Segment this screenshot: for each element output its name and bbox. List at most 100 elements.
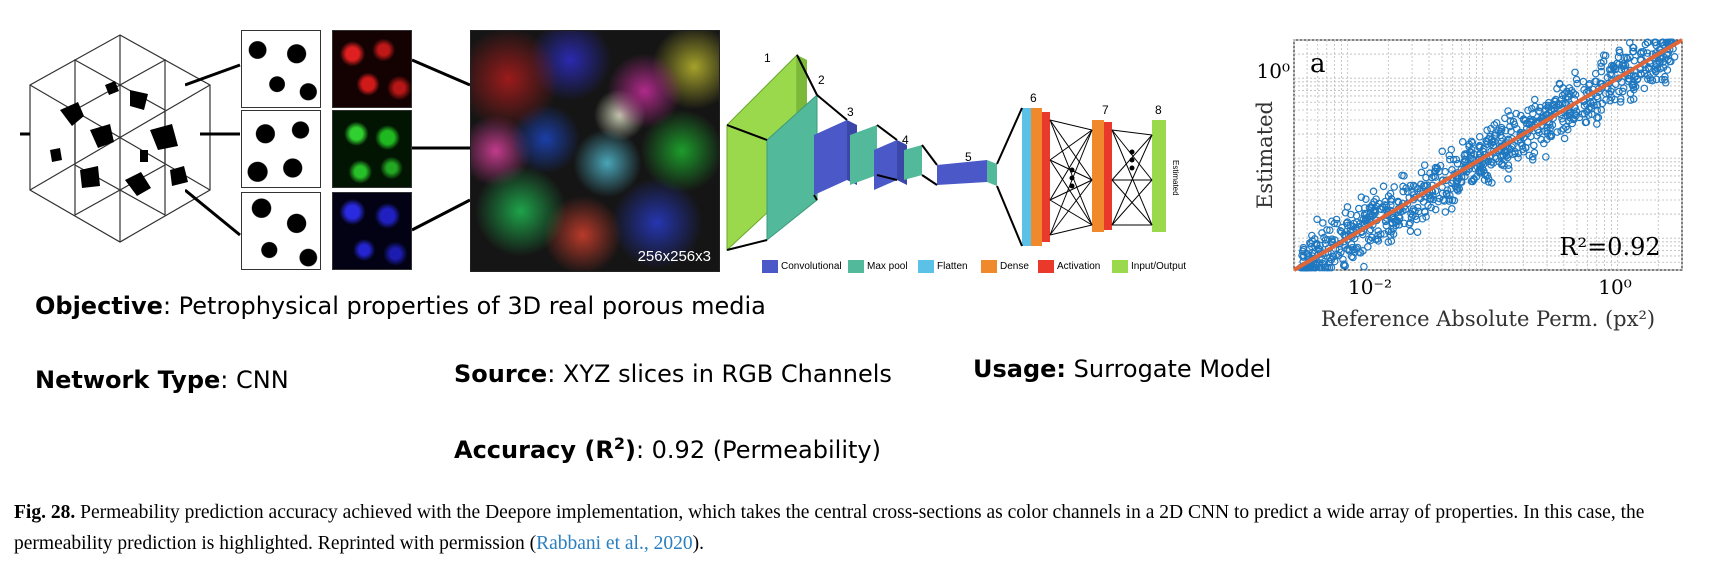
- data-point: [1543, 127, 1551, 135]
- data-point: [1352, 211, 1361, 220]
- permeability-scatter-chart: a R²=0.92 10⁰ 10⁻² 10⁰ Reference Absolut…: [1253, 38, 1684, 331]
- figure-caption: Fig. 28. Permeability prediction accurac…: [14, 497, 1704, 559]
- data-point: [1542, 153, 1550, 161]
- data-point: [1320, 257, 1329, 266]
- legend-item-activation: Activation: [1038, 260, 1100, 273]
- data-point: [1601, 51, 1610, 60]
- legend-item-input-output: Input/Output: [1112, 260, 1186, 273]
- data-point: [1425, 191, 1434, 200]
- data-point: [1629, 95, 1638, 103]
- usage-value: Surrogate Model: [1066, 355, 1272, 383]
- layer-number-4: 4: [902, 133, 909, 147]
- data-point: [1447, 145, 1456, 154]
- data-point: [1448, 205, 1456, 213]
- data-point: [1639, 47, 1648, 56]
- data-point: [1406, 218, 1414, 227]
- data-point: [1318, 229, 1326, 237]
- data-point: [1350, 219, 1358, 228]
- cube-slice-connectors: [185, 63, 241, 237]
- data-point: [1616, 95, 1625, 103]
- data-point: [1629, 47, 1637, 56]
- data-point: [1406, 181, 1415, 190]
- data-point: [1591, 69, 1600, 78]
- legend-item-dense: Dense: [981, 260, 1029, 273]
- data-point: [1580, 101, 1589, 110]
- data-point: [1376, 230, 1385, 238]
- data-point: [1651, 63, 1660, 71]
- data-point: [1364, 235, 1373, 244]
- data-point: [1505, 165, 1513, 173]
- data-point: [1346, 226, 1355, 235]
- source-label: Source: [454, 360, 548, 388]
- data-point: [1618, 87, 1627, 96]
- data-point: [1603, 73, 1612, 82]
- citation-link[interactable]: Rabbani et al., 2020: [536, 533, 693, 554]
- slice-rgb-connectors: [412, 58, 471, 232]
- data-point: [1615, 48, 1624, 57]
- data-point: [1440, 197, 1449, 205]
- legend-item-flatten: Flatten: [918, 260, 968, 273]
- data-point: [1338, 223, 1346, 232]
- data-point: [1504, 107, 1512, 115]
- accuracy-line: Accuracy (R2): 0.92 (Permeability): [454, 434, 881, 464]
- layer-number-2: 2: [818, 73, 825, 87]
- data-point: [1343, 203, 1352, 211]
- data-point: [1586, 98, 1595, 107]
- data-point: [1571, 68, 1579, 77]
- data-point: [1354, 204, 1363, 213]
- porous-cube-illustration: [20, 34, 211, 243]
- data-point: [1536, 108, 1544, 116]
- data-point: [1362, 195, 1370, 203]
- data-point: [1360, 262, 1368, 271]
- data-point: [1609, 64, 1618, 73]
- data-point: [1333, 219, 1342, 228]
- data-point: [1311, 260, 1320, 268]
- network-type-value: : CNN: [220, 366, 289, 394]
- data-point: [1365, 227, 1374, 235]
- data-point: [1497, 125, 1506, 134]
- data-point: [1320, 233, 1328, 242]
- data-point: [1561, 99, 1570, 107]
- data-point: [1476, 169, 1484, 177]
- data-point: [1441, 167, 1449, 176]
- accuracy-superscript: 2: [613, 434, 625, 453]
- data-point: [1643, 38, 1652, 47]
- data-point: [1475, 167, 1483, 176]
- objective-value: : Petrophysical properties of 3D real po…: [162, 292, 766, 320]
- data-point: [1370, 207, 1379, 216]
- data-point: [1484, 178, 1493, 186]
- data-point: [1325, 263, 1334, 272]
- data-point: [1453, 159, 1462, 168]
- data-point: [1450, 196, 1459, 205]
- data-point: [1670, 53, 1679, 61]
- data-point: [1627, 72, 1635, 80]
- data-point: [1607, 87, 1615, 96]
- data-point: [1422, 213, 1430, 221]
- data-point: [1659, 58, 1667, 66]
- data-point: [1332, 215, 1341, 224]
- layer-number-7: 7: [1102, 103, 1109, 117]
- data-point: [1490, 137, 1499, 146]
- data-point: [1436, 161, 1445, 170]
- source-line: Source: XYZ slices in RGB Channels: [454, 360, 892, 388]
- data-point: [1460, 157, 1468, 166]
- data-point: [1560, 134, 1569, 143]
- data-point: [1506, 122, 1514, 131]
- data-point: [1592, 77, 1600, 86]
- data-point: [1625, 38, 1634, 47]
- data-point: [1536, 103, 1544, 112]
- data-point: [1330, 219, 1339, 228]
- data-point: [1340, 260, 1348, 269]
- data-point: [1527, 104, 1536, 113]
- network-type-line: Network Type: CNN: [35, 366, 289, 394]
- x-axis-label: Reference Absolute Perm. (px²): [1321, 307, 1655, 331]
- data-point: [1400, 172, 1408, 180]
- data-point: [1528, 152, 1537, 161]
- data-point: [1413, 203, 1422, 212]
- data-point: [1475, 132, 1484, 141]
- y-tick-label: 10⁰: [1257, 59, 1290, 83]
- caption-end: ).: [692, 533, 704, 554]
- data-point: [1409, 205, 1418, 213]
- data-point: [1417, 168, 1426, 177]
- data-point: [1427, 203, 1435, 212]
